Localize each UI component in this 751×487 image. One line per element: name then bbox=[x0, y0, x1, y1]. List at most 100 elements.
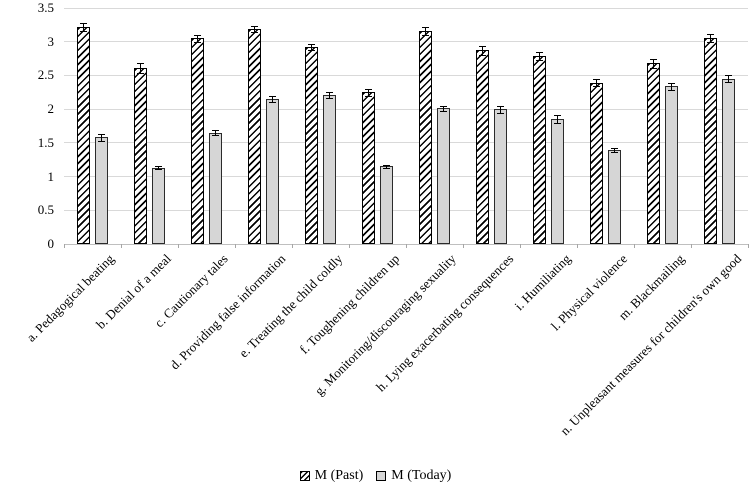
y-axis-tick-label: 1 bbox=[47, 168, 55, 184]
x-axis-tick bbox=[121, 244, 122, 248]
x-axis-tick bbox=[463, 244, 464, 248]
x-axis-category-label: d. Providing false information bbox=[166, 251, 289, 373]
x-axis-tick bbox=[178, 244, 179, 248]
error-bar-cap bbox=[422, 26, 429, 28]
error-bar-cap bbox=[668, 89, 675, 91]
error-bar-line bbox=[653, 58, 654, 68]
error-bar-line bbox=[101, 134, 102, 141]
bar-today bbox=[722, 78, 735, 244]
error-bar-line bbox=[197, 34, 198, 42]
error-bar-cap bbox=[707, 33, 714, 35]
bar-past bbox=[362, 92, 375, 244]
error-bar-line bbox=[272, 95, 273, 103]
error-bar-cap bbox=[251, 25, 258, 27]
x-axis-tick bbox=[406, 244, 407, 248]
error-bar-line bbox=[425, 26, 426, 35]
x-axis-tick bbox=[691, 244, 692, 248]
x-axis-tick bbox=[520, 244, 521, 248]
error-bar-cap bbox=[725, 82, 732, 84]
bar-today bbox=[266, 99, 279, 244]
error-bar-cap bbox=[365, 88, 372, 90]
error-bar-cap bbox=[383, 167, 390, 169]
error-bar-cap bbox=[80, 22, 87, 24]
error-bar-line bbox=[443, 105, 444, 112]
bar-today bbox=[95, 137, 108, 244]
chart-legend: M (Past) M (Today) bbox=[0, 466, 751, 486]
error-bar-line bbox=[596, 79, 597, 87]
error-bar-cap bbox=[194, 41, 201, 43]
error-bar-cap bbox=[98, 134, 105, 136]
y-axis-tick-label: 3.5 bbox=[37, 0, 54, 15]
bar-today bbox=[608, 150, 621, 244]
legend-label: M (Today) bbox=[391, 468, 452, 483]
error-bar-cap bbox=[707, 41, 714, 43]
gridline bbox=[64, 209, 748, 211]
bar-today bbox=[665, 86, 678, 244]
bar-past bbox=[533, 55, 546, 244]
y-axis-tick-label: 3 bbox=[47, 33, 55, 49]
bar-past bbox=[191, 38, 204, 244]
y-axis-tick-label: 2 bbox=[47, 101, 55, 117]
legend-item: M (Past) bbox=[299, 468, 364, 484]
error-bar-cap bbox=[98, 140, 105, 142]
error-bar-cap bbox=[251, 32, 258, 34]
error-bar-cap bbox=[611, 152, 618, 154]
error-bar-cap bbox=[440, 111, 447, 113]
error-bar-cap bbox=[326, 91, 333, 93]
y-axis-tick-label: 0.5 bbox=[37, 202, 54, 218]
gridline bbox=[64, 74, 748, 76]
error-bar-line bbox=[728, 75, 729, 83]
bar-today bbox=[209, 132, 222, 244]
x-axis-category-label: e. Treating the child coldly bbox=[235, 251, 346, 361]
bar-today bbox=[494, 109, 507, 244]
y-axis-tick-label: 0 bbox=[47, 236, 55, 251]
bar-today bbox=[380, 166, 393, 244]
bar-today bbox=[551, 118, 564, 244]
error-bar-cap bbox=[440, 105, 447, 107]
bar-past bbox=[647, 63, 660, 244]
bar-past bbox=[704, 37, 717, 244]
x-axis-tick bbox=[292, 244, 293, 248]
error-bar-cap bbox=[497, 112, 504, 114]
bar-past bbox=[77, 26, 90, 244]
error-bar-cap bbox=[269, 102, 276, 104]
legend-item: M (Today) bbox=[376, 468, 451, 484]
error-bar-cap bbox=[80, 30, 87, 32]
x-axis-tick bbox=[577, 244, 578, 248]
error-bar-line bbox=[215, 130, 216, 136]
error-bar-line bbox=[158, 166, 159, 170]
error-bar-cap bbox=[611, 148, 618, 150]
error-bar-cap bbox=[536, 51, 543, 53]
y-axis-tick-label: 2.5 bbox=[37, 67, 54, 83]
bar-today bbox=[437, 108, 450, 244]
error-bar-cap bbox=[536, 59, 543, 61]
y-axis-tick-label: 1.5 bbox=[37, 134, 54, 150]
error-bar-cap bbox=[308, 50, 315, 52]
error-bar-cap bbox=[326, 98, 333, 100]
gridline bbox=[64, 41, 748, 43]
x-axis-category-label: i. Humiliating bbox=[510, 251, 574, 314]
x-axis-tick bbox=[748, 244, 749, 248]
error-bar-line bbox=[368, 88, 369, 96]
error-bar-cap bbox=[383, 165, 390, 167]
error-bar-cap bbox=[422, 34, 429, 36]
error-bar-line bbox=[500, 105, 501, 113]
gridline bbox=[64, 142, 748, 144]
x-axis-tick bbox=[634, 244, 635, 248]
bar-past bbox=[476, 50, 489, 244]
error-bar-cap bbox=[479, 46, 486, 48]
error-bar-line bbox=[311, 43, 312, 51]
error-bar-line bbox=[329, 91, 330, 99]
gridline bbox=[64, 108, 748, 110]
error-bar-cap bbox=[497, 105, 504, 107]
legend-swatch-hatched-icon bbox=[299, 471, 310, 481]
error-bar-cap bbox=[194, 34, 201, 36]
error-bar-cap bbox=[155, 166, 162, 168]
x-axis-tick bbox=[235, 244, 236, 248]
error-bar-line bbox=[671, 82, 672, 90]
x-axis-category-label: f. Toughening children up bbox=[296, 251, 403, 357]
error-bar-cap bbox=[554, 122, 561, 124]
error-bar-cap bbox=[365, 95, 372, 97]
legend-label: M (Past) bbox=[314, 468, 364, 483]
